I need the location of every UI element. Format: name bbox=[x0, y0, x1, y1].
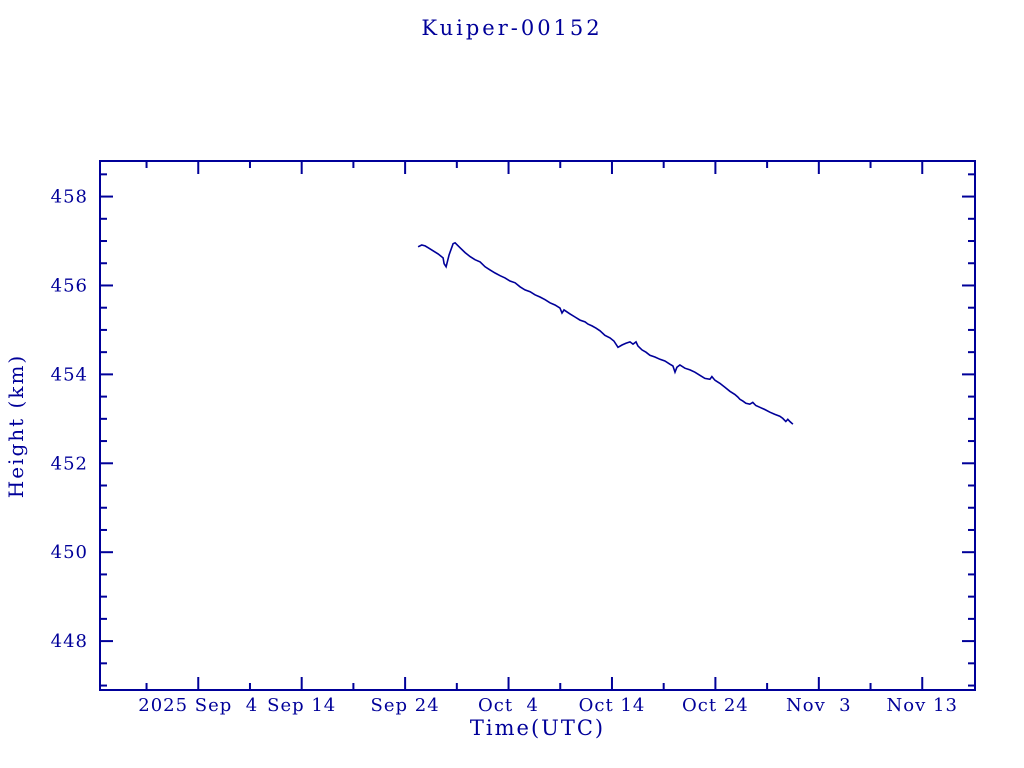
plot-frame bbox=[99, 160, 976, 691]
x-tick-label: Oct 24 bbox=[682, 695, 749, 716]
x-axis-title: Time(UTC) bbox=[469, 716, 606, 740]
y-tick-label: 458 bbox=[51, 187, 88, 208]
x-tick-label: Sep 14 bbox=[267, 695, 336, 716]
x-tick-label: Nov 3 bbox=[786, 695, 852, 716]
chart-title: Kuiper-00152 bbox=[421, 16, 603, 40]
y-tick-label: 454 bbox=[51, 364, 88, 385]
y-tick-label: 450 bbox=[51, 542, 88, 563]
x-tick-label: Oct 14 bbox=[579, 695, 646, 716]
y-tick-label: 456 bbox=[51, 275, 88, 296]
y-tick-label: 448 bbox=[51, 631, 88, 652]
x-tick-label: 2025 Sep 4 bbox=[138, 695, 258, 716]
x-tick-label: Nov 13 bbox=[887, 695, 958, 716]
height-series-line bbox=[417, 241, 794, 425]
y-tick-label: 452 bbox=[51, 453, 88, 474]
x-tick-label: Oct 4 bbox=[478, 695, 539, 716]
x-tick-label: Sep 24 bbox=[371, 695, 440, 716]
